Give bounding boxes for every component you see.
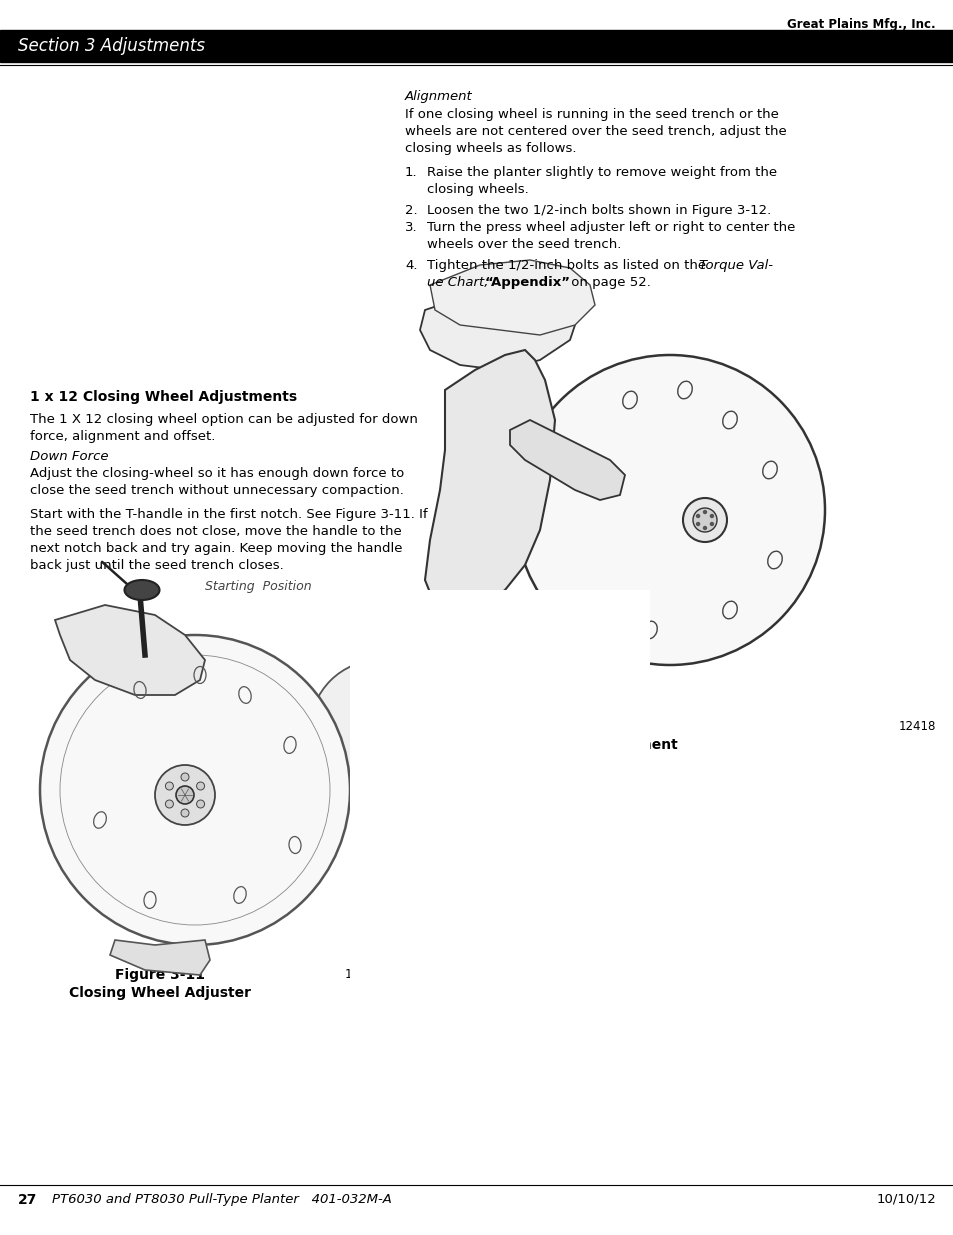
Text: Adjuster
Cam: Adjuster Cam <box>420 671 467 692</box>
Circle shape <box>154 764 214 825</box>
Text: Starting  Position: Starting Position <box>205 580 312 593</box>
Circle shape <box>181 773 189 781</box>
Text: 1 x 12 Closing Wheel Adjustments: 1 x 12 Closing Wheel Adjustments <box>30 390 296 404</box>
Bar <box>350 590 649 990</box>
Circle shape <box>710 522 713 526</box>
Text: 4.: 4. <box>405 259 417 272</box>
Circle shape <box>40 635 350 945</box>
Text: on page 52.: on page 52. <box>566 275 650 289</box>
Circle shape <box>710 515 713 517</box>
Circle shape <box>702 510 706 514</box>
Text: Figure 3-12: Figure 3-12 <box>535 720 624 734</box>
Text: Raise the planter slightly to remove weight from the
closing wheels.: Raise the planter slightly to remove wei… <box>427 165 777 196</box>
Text: Start with the T-handle in the first notch. See Figure 3-11. If
the seed trench : Start with the T-handle in the first not… <box>30 508 427 572</box>
Circle shape <box>512 672 527 688</box>
Text: Section 3 Adjustments: Section 3 Adjustments <box>18 37 205 56</box>
Text: 10/10/12: 10/10/12 <box>876 1193 935 1207</box>
Text: 27: 27 <box>18 1193 37 1207</box>
Circle shape <box>492 622 507 638</box>
Text: PT6030 and PT8030 Pull-Type Planter   401-032M-A: PT6030 and PT8030 Pull-Type Planter 401-… <box>52 1193 392 1207</box>
Text: Turn the press wheel adjuster left or right to center the
wheels over the seed t: Turn the press wheel adjuster left or ri… <box>427 221 795 251</box>
Text: Tighten the 1/2-inch bolts as listed on the: Tighten the 1/2-inch bolts as listed on … <box>427 259 710 272</box>
Text: 12346: 12346 <box>345 968 382 981</box>
Circle shape <box>165 782 173 790</box>
Polygon shape <box>110 940 210 974</box>
Text: Figure 3-11: Figure 3-11 <box>115 968 205 982</box>
Text: The 1 X 12 closing wheel option can be adjusted for down
force, alignment and of: The 1 X 12 closing wheel option can be a… <box>30 412 417 443</box>
Polygon shape <box>430 261 595 335</box>
Ellipse shape <box>125 580 159 600</box>
Text: If one closing wheel is running in the seed trench or the
wheels are not centere: If one closing wheel is running in the s… <box>405 107 786 156</box>
Circle shape <box>165 800 173 808</box>
Text: Adjust the closing-wheel so it has enough down force to
close the seed trench wi: Adjust the closing-wheel so it has enoug… <box>30 467 404 496</box>
Text: 1.: 1. <box>405 165 417 179</box>
Circle shape <box>696 515 699 517</box>
Text: Down Force: Down Force <box>30 450 109 463</box>
Polygon shape <box>424 350 555 615</box>
Text: ue Chart,: ue Chart, <box>427 275 488 289</box>
Text: Alignment: Alignment <box>405 90 473 103</box>
Text: 2.: 2. <box>405 204 417 217</box>
Circle shape <box>515 354 824 664</box>
Circle shape <box>696 522 699 526</box>
Circle shape <box>196 782 204 790</box>
Circle shape <box>692 508 717 532</box>
Text: 3.: 3. <box>405 221 417 233</box>
Text: Torque Val-: Torque Val- <box>699 259 772 272</box>
Circle shape <box>501 647 517 663</box>
Text: Great Plains Mfg., Inc.: Great Plains Mfg., Inc. <box>786 19 935 31</box>
Bar <box>0 30 953 62</box>
Polygon shape <box>55 605 205 695</box>
Polygon shape <box>419 290 579 370</box>
Text: Closing Wheel Alignment: Closing Wheel Alignment <box>481 739 678 752</box>
Ellipse shape <box>175 785 193 804</box>
Circle shape <box>196 800 204 808</box>
Circle shape <box>310 659 450 800</box>
Text: Loosen the two 1/2-inch bolts shown in Figure 3-12.: Loosen the two 1/2-inch bolts shown in F… <box>427 204 770 217</box>
Text: 1/2"  Bolts: 1/2" Bolts <box>559 690 618 700</box>
Circle shape <box>702 526 706 530</box>
Text: “Appendix”: “Appendix” <box>484 275 571 289</box>
Polygon shape <box>510 420 624 500</box>
Text: 12418: 12418 <box>898 720 935 734</box>
Text: Closing Wheel Adjuster: Closing Wheel Adjuster <box>69 986 251 1000</box>
Circle shape <box>682 498 726 542</box>
Circle shape <box>181 809 189 818</box>
